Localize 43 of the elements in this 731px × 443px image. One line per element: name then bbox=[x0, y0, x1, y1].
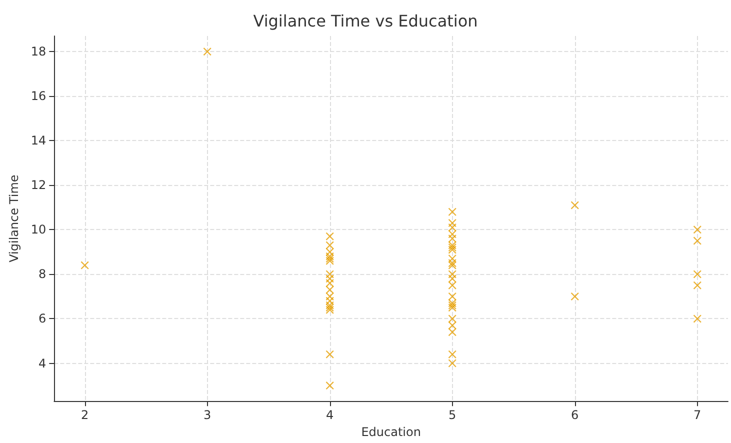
point bbox=[448, 328, 456, 336]
point bbox=[693, 226, 702, 234]
point bbox=[448, 223, 456, 232]
point bbox=[448, 246, 456, 254]
y-tick-label: 18 bbox=[30, 44, 46, 59]
point bbox=[326, 279, 334, 288]
chart-title: Vigilance Time vs Education bbox=[253, 12, 478, 30]
point bbox=[326, 306, 334, 314]
x-tick-label: 6 bbox=[571, 408, 579, 422]
point bbox=[448, 281, 456, 290]
y-axis-title: Vigilance Time bbox=[7, 174, 21, 262]
point bbox=[448, 359, 456, 368]
point bbox=[448, 304, 456, 312]
y-tick-label: 10 bbox=[30, 222, 46, 237]
y-tick-label: 12 bbox=[30, 178, 46, 192]
y-tick-label: 8 bbox=[38, 267, 46, 282]
point bbox=[448, 292, 456, 300]
x-tick-label: 2 bbox=[80, 408, 89, 422]
point bbox=[80, 261, 89, 270]
point bbox=[570, 201, 579, 210]
point bbox=[448, 234, 456, 243]
y-tick-label: 4 bbox=[38, 356, 46, 370]
point bbox=[693, 236, 702, 245]
point bbox=[693, 314, 702, 323]
y-tick-label: 16 bbox=[30, 89, 46, 104]
y-tick-label: 6 bbox=[38, 312, 46, 326]
point bbox=[448, 208, 456, 216]
point bbox=[693, 270, 702, 278]
point bbox=[448, 350, 456, 358]
point bbox=[570, 292, 579, 300]
x-axis-title: Education bbox=[361, 425, 421, 439]
x-tick-label: 3 bbox=[203, 408, 212, 422]
point bbox=[326, 382, 334, 390]
point bbox=[326, 350, 334, 358]
x-tick-label: 5 bbox=[448, 408, 456, 422]
point bbox=[203, 48, 212, 56]
y-tick-label: 14 bbox=[30, 134, 46, 148]
point bbox=[326, 232, 334, 240]
point bbox=[448, 321, 456, 330]
point bbox=[693, 281, 702, 290]
x-tick-label: 4 bbox=[326, 408, 334, 422]
point bbox=[448, 261, 456, 270]
x-tick-label: 7 bbox=[694, 408, 702, 422]
